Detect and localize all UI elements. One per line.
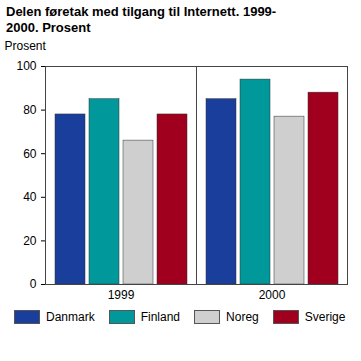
html-text:Delen føretak med tilgang til: Delen føretak med tilgang til Internett.… [6, 4, 277, 35]
svg-text:60: 60 [23, 147, 37, 161]
svg-text:100: 100 [16, 59, 36, 73]
svg-text:2000: 2000 [259, 288, 286, 302]
svg-text:20: 20 [23, 234, 37, 248]
html-text:Finland: Finland [140, 310, 180, 324]
svg-text:0: 0 [30, 277, 37, 291]
html-text:Noreg: Noreg [226, 310, 259, 324]
svg-text:40: 40 [23, 190, 37, 204]
svg-text:Prosent: Prosent [5, 39, 47, 53]
svg-text:1999: 1999 [108, 288, 135, 302]
svg-text:80: 80 [23, 103, 37, 117]
html-text:Sverige: Sverige [304, 310, 346, 324]
html-text:Danmark: Danmark [46, 310, 95, 324]
